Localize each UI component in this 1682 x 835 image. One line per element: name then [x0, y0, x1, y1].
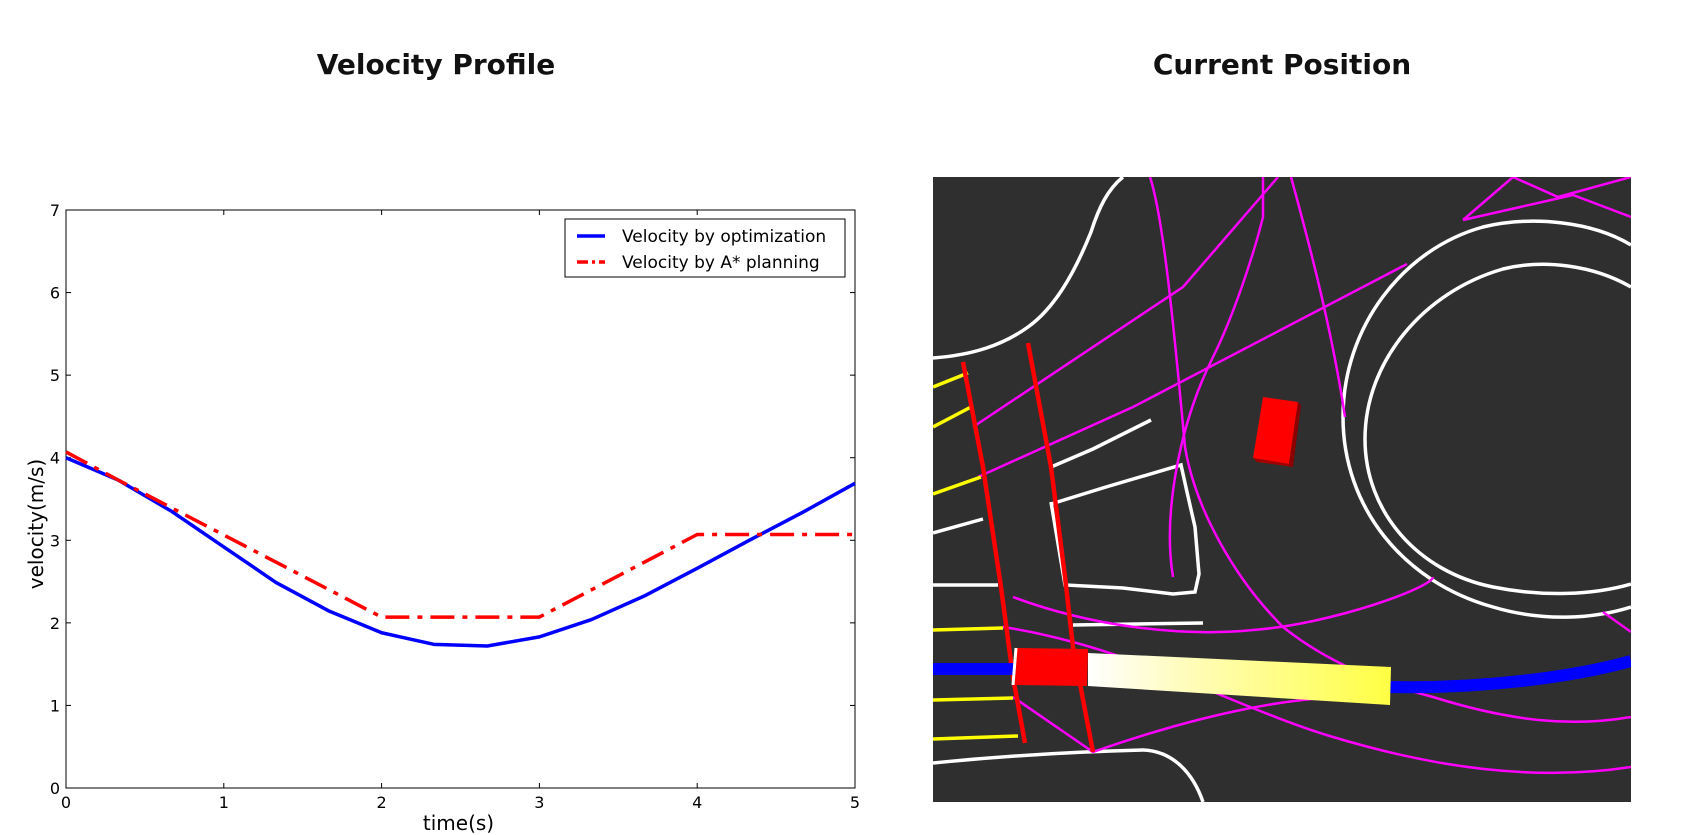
y-tick-label: 5	[50, 366, 60, 385]
crosswalk-stub-6	[933, 734, 1019, 741]
y-tick-label: 6	[50, 284, 60, 303]
lane-line-7	[1462, 177, 1631, 221]
x-tick-label: 1	[219, 793, 229, 812]
y-tick-label: 4	[50, 449, 60, 468]
y-tick-label: 2	[50, 614, 60, 633]
lane-line-11	[1602, 610, 1631, 634]
obstacle-bottom	[1253, 458, 1293, 467]
crosswalk-stub-3	[933, 475, 982, 496]
lane-line-4	[1148, 177, 1631, 724]
legend-label-2: Velocity by A* planning	[622, 253, 820, 273]
ego-vehicle	[1015, 648, 1088, 686]
crosswalk-stub-5	[933, 696, 1014, 702]
map-background	[933, 177, 1631, 802]
y-axis-label: velocity(m/s)	[24, 459, 48, 589]
crosswalk-stub-4	[933, 626, 1004, 632]
current-position-title: Current Position	[1152, 48, 1412, 81]
x-tick-label: 5	[850, 793, 860, 812]
legend-box	[564, 218, 846, 278]
crosswalk-stub-2	[933, 405, 972, 429]
y-tick-label: 7	[50, 201, 60, 220]
y-tick-label: 3	[50, 531, 60, 550]
road-boundaries	[933, 177, 1631, 802]
x-tick-label: 0	[61, 793, 71, 812]
x-tick-label: 2	[377, 793, 387, 812]
road-boundary-short-1	[1050, 418, 1152, 469]
velocity-chart: 0 1 2 3 4 5 0 1 2 3 4 5 6 7 time(s) velocity(m/s) Veloci…	[24, 201, 860, 835]
road-boundary-bottom	[933, 748, 1205, 802]
map-view	[933, 177, 1631, 802]
roundabout-inner	[1363, 262, 1631, 596]
plot-frame	[65, 209, 856, 789]
lane-line-1	[972, 177, 1279, 429]
lane-line-8	[1462, 193, 1631, 222]
lane-line-6	[1168, 177, 1265, 578]
obstacle-side	[1289, 402, 1301, 467]
road-boundary-island	[1049, 462, 1201, 596]
obstacle-vehicle	[1253, 397, 1301, 467]
x-tick-label: 4	[692, 793, 702, 812]
planned-trajectory	[1088, 653, 1391, 705]
crosswalk-stubs	[933, 371, 1019, 741]
obstacle-top	[1253, 397, 1298, 464]
road-boundary-short-2	[933, 517, 984, 535]
series-line-2	[65, 450, 855, 619]
ego-vehicle-front-edge	[1011, 647, 1018, 686]
stop-line-left	[960, 361, 1028, 744]
lane-line-3	[1012, 576, 1435, 634]
road-boundary-short-4	[1072, 621, 1204, 627]
planned-route	[933, 655, 1631, 694]
legend-label-1: Velocity by optimization	[622, 227, 826, 247]
road-boundary-top-left	[933, 177, 1125, 360]
chart-plot-area: 0 1 2 3 4 5 0 1 2 3 4 5 6 7 time(s) velocity(m/s) Veloci…	[24, 201, 860, 835]
roundabout-outer	[1341, 219, 1631, 619]
series-line-1	[65, 456, 856, 648]
lane-line-5	[1289, 177, 1347, 418]
y-tick-label: 0	[50, 779, 60, 798]
x-tick-label: 3	[534, 793, 544, 812]
velocity-profile-title: Velocity Profile	[316, 48, 556, 81]
crosswalk-stub-1	[933, 371, 969, 389]
lane-line-2	[977, 262, 1408, 479]
x-axis-label: time(s)	[423, 811, 494, 835]
y-tick-label: 1	[50, 696, 60, 715]
